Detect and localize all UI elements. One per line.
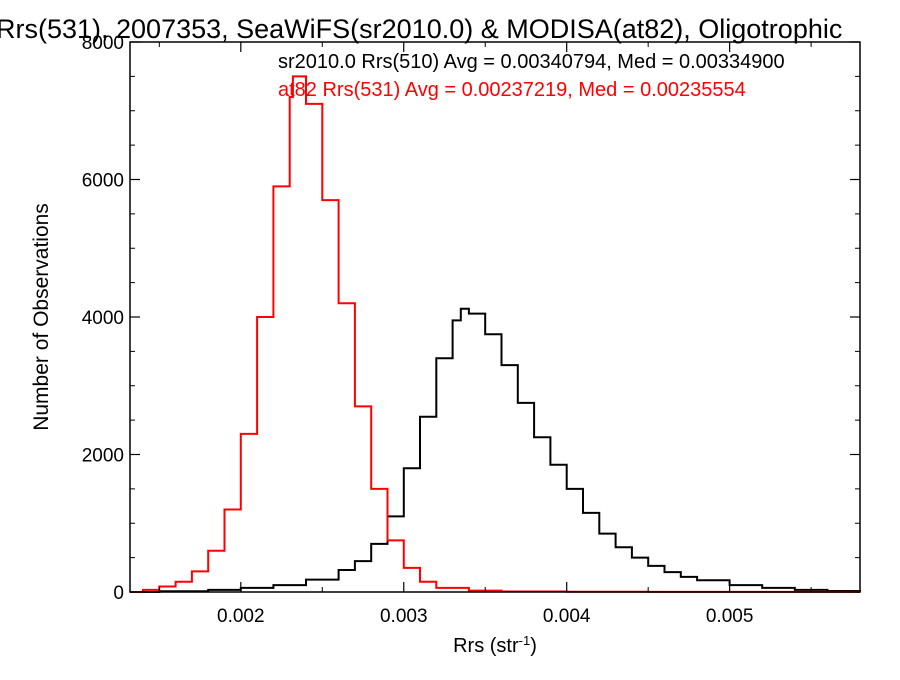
y-tick-label: 2000 [82,446,124,467]
annotation-sr2010: sr2010.0 Rrs(510) Avg = 0.00340794, Med … [278,51,785,73]
x-axis: 0.002 0.003 0.004 0.005 [158,42,812,627]
histogram-series-0 [130,307,861,593]
y-tick-label: 6000 [82,171,124,192]
y-tick-label: 4000 [82,308,124,329]
x-tick-label: 0.002 [217,606,265,627]
x-tick-label: 0.004 [543,606,591,627]
x-axis-label: Rrs (str-1) [453,633,537,657]
x-axis-label-superscript: -1 [519,633,531,648]
y-axis-label: Number of Observations [30,203,53,431]
y-axis: 0 2000 4000 6000 8000 [82,33,860,604]
annotation-at82: at82 Rrs(531) Avg = 0.00237219, Med = 0.… [278,79,746,101]
chart-title: Rrs(531), 2007353, SeaWiFS(sr2010.0) & M… [0,14,842,44]
y-tick-label: 8000 [82,33,124,54]
x-tick-label: 0.003 [380,606,428,627]
plot-series [130,75,861,593]
histogram-series-1 [130,75,861,593]
x-tick-label: 0.005 [706,606,754,627]
y-tick-label: 0 [113,583,124,604]
